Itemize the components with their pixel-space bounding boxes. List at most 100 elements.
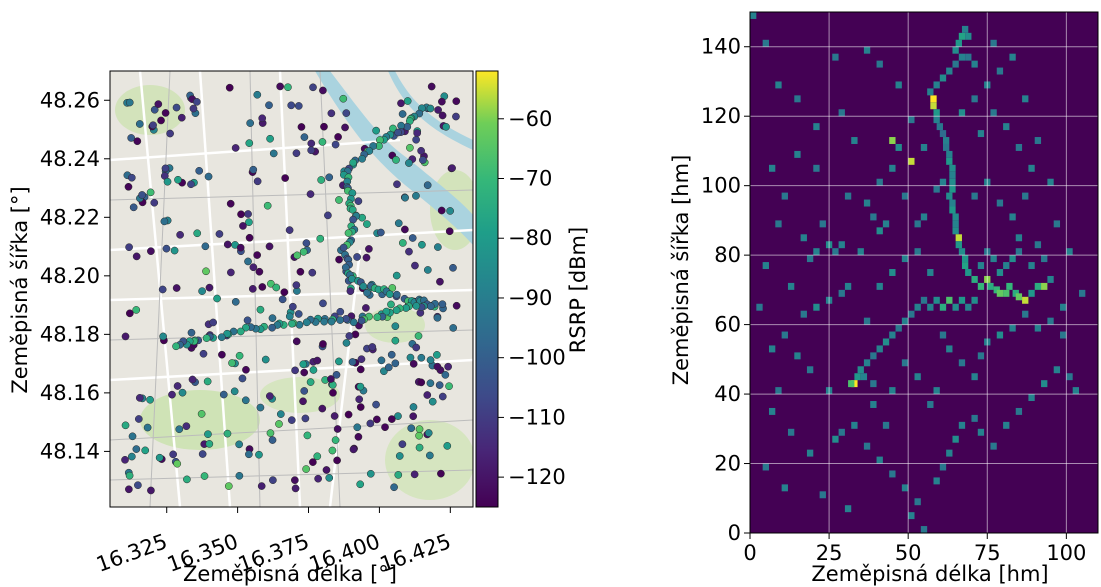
colorbar-tick-label: −110 [508,405,566,429]
measurement-point [391,336,400,345]
measurement-point [121,421,130,430]
measurement-point [258,114,267,123]
heatmap-cell [927,269,934,276]
measurement-point [327,317,336,326]
measurement-point [266,134,274,143]
heatmap-cell [946,192,953,200]
measurement-point [263,201,272,210]
measurement-point [146,395,154,404]
heatmap-cell [914,373,921,381]
measurement-point [213,294,221,303]
measurement-point [276,410,285,418]
measurement-point [143,423,152,432]
measurement-point [357,316,366,325]
heatmap-cell [787,428,795,436]
measurement-point [398,110,407,118]
measurement-point [121,455,129,464]
measurement-point [445,382,453,391]
measurement-point [335,196,343,204]
heatmap-cell [806,255,814,263]
measurement-point [127,134,136,142]
heatmap-cell [838,428,845,436]
measurement-point [373,415,381,424]
heatmap-cell [949,164,956,172]
measurement-point [415,443,424,452]
heatmap-cell [1003,123,1010,131]
measurement-point [301,414,310,423]
measurement-point [412,302,421,310]
measurement-point [335,357,343,366]
right-x-tick-label: 100 [1046,541,1086,565]
measurement-point [331,140,340,149]
measurement-point [394,219,403,228]
heatmap-background [750,12,1098,533]
measurement-point [313,356,322,365]
measurement-point [339,243,348,252]
measurement-point [199,349,208,358]
right-x-ticks: 0 25 50 75 100 [743,533,1086,565]
heatmap-cell [750,12,757,19]
measurement-point [390,483,398,492]
heatmap-cell [1003,421,1010,429]
heatmap-cell [955,241,962,249]
measurement-point [334,133,342,141]
measurement-point [362,304,370,312]
heatmap-cell [949,185,956,193]
left-y-tick-label: 48.20 [40,264,100,288]
heatmap-cell [857,248,864,256]
left-y-axis-label: Zeměpisná šířka [°] [8,186,32,393]
measurement-point [276,82,284,91]
heatmap-cell [1053,220,1061,228]
measurement-point [327,109,336,118]
heatmap-cell [1028,289,1035,297]
heatmap-cell [958,421,966,429]
measurement-point [223,329,231,338]
right-y-ticks: 0 20 40 60 80 100 120 140 [701,35,750,545]
heatmap-cell [1047,178,1054,186]
heatmap-cell [914,248,921,256]
measurement-point [434,243,442,251]
heatmap-cell [977,130,985,138]
measurement-point [241,323,250,332]
heatmap-cell [775,387,782,395]
measurement-point [258,283,267,291]
heatmap-cell [901,359,909,367]
heatmap-cell [882,421,890,429]
measurement-point [134,415,143,423]
measurement-point [330,412,339,420]
heatmap-cell [939,303,947,311]
left-y-tick-label: 48.22 [40,205,100,229]
measurement-point [329,388,337,397]
measurement-point [335,255,343,264]
measurement-point [356,403,365,411]
heatmap-cell [990,109,997,117]
measurement-point [348,205,357,214]
heatmap-cell [933,81,940,89]
heatmap-cell [857,366,864,374]
measurement-point [342,339,351,347]
heatmap-panel: 0 25 50 75 100 0 20 40 60 80 100 120 140 Zeměpisná … [669,11,1099,586]
measurement-point [319,86,327,95]
right-axes-frame [749,11,1099,534]
measurement-point [173,459,182,468]
measurement-point [299,248,308,256]
measurement-point [303,431,312,440]
measurement-point [387,415,396,423]
measurement-point [314,474,322,483]
heatmap-cell [908,157,915,165]
measurement-point [426,356,435,364]
heatmap-cell [958,53,966,61]
right-y-tick-label: 100 [701,174,741,198]
measurement-point [168,390,176,399]
heatmap-cell [1022,296,1029,304]
measurement-point [231,298,240,306]
measurement-point [125,471,134,480]
colorbar-tick-label: −80 [508,226,552,250]
heatmap-cell [996,199,1004,207]
measurement-point [265,101,273,110]
heatmap-cell [946,449,953,457]
measurement-point [405,159,413,167]
heatmap-cell [949,199,956,207]
